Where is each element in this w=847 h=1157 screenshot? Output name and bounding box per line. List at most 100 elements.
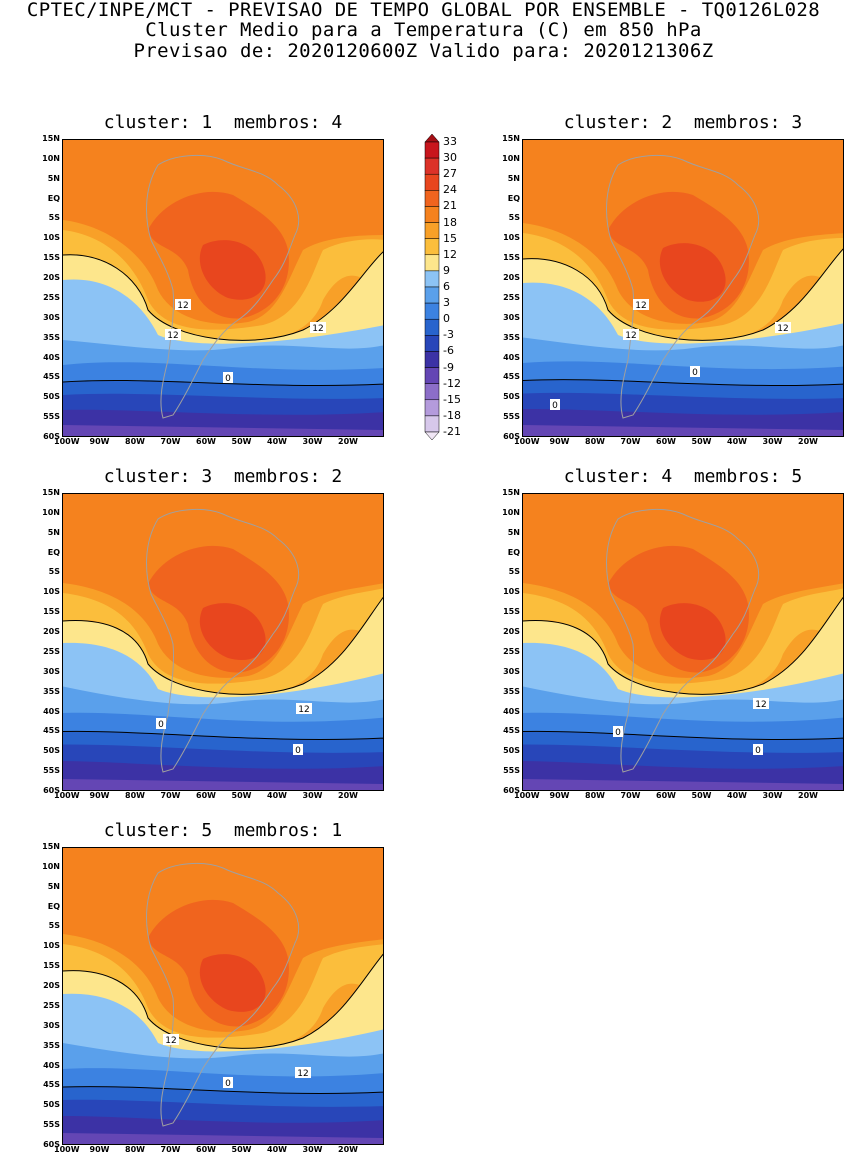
colorbar-swatch (424, 254, 440, 272)
lat-label: 45S (43, 726, 60, 736)
header-line-2: Cluster Medio para a Temperatura (C) em … (145, 19, 702, 41)
lat-label: 60S (503, 432, 520, 441)
lat-label: EQ (47, 547, 60, 557)
lat-label: 10N (42, 861, 60, 871)
panel-title: cluster: 5 membros: 1 (103, 820, 343, 841)
lat-label: 10S (503, 587, 520, 597)
field-12 (523, 588, 843, 699)
temperature-field: 12 0 0 (523, 494, 843, 790)
lat-label: 20S (43, 273, 60, 283)
lat-label: 5N (47, 527, 60, 537)
lat-label: 55S (43, 412, 60, 422)
svg-text:0: 0 (552, 401, 558, 411)
lat-label: 60S (43, 786, 60, 795)
colorbar-swatch (424, 286, 440, 304)
lon-label: 90W (89, 437, 110, 446)
lat-label: 50S (503, 746, 520, 756)
contour-label: 0 (690, 366, 700, 378)
lon-label: 30W (302, 1145, 323, 1154)
panel-title: cluster: 1 membros: 4 (103, 112, 343, 133)
lat-label: 40S (503, 352, 520, 362)
lat-label: 10N (502, 507, 520, 517)
field-24 (659, 243, 726, 302)
colorbar-label: 27 (443, 167, 457, 181)
contour-label: 0 (223, 372, 233, 384)
lon-label: 80W (125, 1145, 145, 1154)
colorbar-label: -21 (443, 425, 461, 438)
lon-label: 100W (514, 437, 540, 446)
field-12 (523, 233, 843, 345)
colorbar-swatch (424, 367, 440, 384)
svg-text:0: 0 (158, 720, 164, 730)
field--12 (63, 1133, 383, 1144)
lat-label: 15N (42, 488, 60, 497)
lat-label: 35S (43, 686, 60, 696)
lat-label: 10S (43, 233, 60, 243)
lat-label: 10S (43, 941, 60, 951)
lat-label: 30S (43, 312, 60, 322)
lon-label: 40W (267, 1145, 287, 1154)
lon-label: 30W (762, 791, 783, 800)
contour-label: 12 (623, 329, 639, 341)
svg-text:12: 12 (165, 1036, 176, 1046)
lat-label: 55S (43, 1120, 60, 1130)
lon-label: 20W (338, 1145, 358, 1154)
colorbar-label: 33 (443, 135, 457, 148)
lat-label: 50S (43, 746, 60, 756)
lat-label: 25S (43, 646, 60, 656)
lat-label: 55S (503, 412, 520, 422)
lat-label: 40S (43, 1060, 60, 1070)
contour-label: 12 (310, 322, 326, 334)
lon-label: 50W (231, 437, 252, 446)
lat-label: 30S (43, 666, 60, 676)
lon-label: 80W (125, 437, 145, 446)
svg-text:12: 12 (777, 324, 788, 334)
colorbar-label: 30 (443, 151, 457, 165)
lon-label: 100W (54, 1145, 80, 1154)
svg-text:0: 0 (692, 368, 698, 378)
contour-label: 0 (550, 399, 560, 411)
contour-12 (523, 596, 843, 695)
lat-label: 5N (47, 881, 60, 891)
lat-label: 40S (503, 706, 520, 716)
lon-label: 80W (125, 791, 145, 800)
field-24 (659, 603, 726, 660)
lat-label: 10S (43, 587, 60, 597)
lon-label: 90W (89, 791, 110, 800)
contour-label: 12 (296, 703, 312, 715)
lat-label: 15S (503, 607, 520, 617)
lon-label: 40W (727, 791, 747, 800)
lat-label: 55S (503, 766, 520, 776)
colorbar-label: 9 (443, 263, 450, 277)
svg-text:12: 12 (298, 705, 309, 715)
lat-label: 30S (503, 312, 520, 322)
svg-text:12: 12 (625, 331, 636, 341)
lat-label: 5S (48, 213, 60, 223)
lat-label: 30S (503, 666, 520, 676)
lon-label: 60W (196, 437, 216, 446)
lon-label: 70W (160, 1145, 181, 1154)
lat-label: 10N (502, 153, 520, 163)
field-24 (199, 603, 266, 660)
field-24 (199, 240, 266, 300)
colorbar-swatch (424, 302, 440, 320)
lon-label: 90W (549, 437, 570, 446)
lon-label: 40W (267, 437, 287, 446)
contour-label: 12 (633, 299, 649, 311)
colorbar-swatch (424, 318, 440, 336)
svg-text:0: 0 (615, 728, 621, 738)
colorbar-swatch (424, 431, 440, 441)
map-panel: 12 12 12 0 0 (522, 139, 844, 437)
colorbar-label: 3 (443, 296, 450, 310)
lat-label: 45S (43, 1080, 60, 1090)
continent-outline (146, 863, 300, 1127)
contour-label: 12 (163, 1034, 179, 1046)
colorbar-bar (424, 133, 440, 441)
colorbar-label: 12 (443, 247, 457, 261)
colorbar-label: -3 (443, 328, 454, 342)
lat-label: 15N (42, 134, 60, 143)
svg-text:0: 0 (225, 374, 231, 384)
colorbar-swatch (424, 173, 440, 191)
colorbar-swatch (424, 190, 440, 207)
colorbar-swatch (424, 351, 440, 368)
